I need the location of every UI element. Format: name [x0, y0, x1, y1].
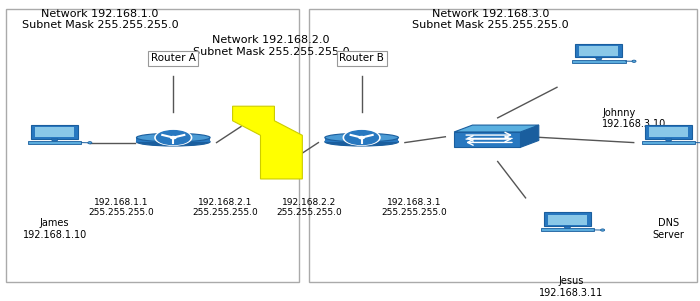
FancyBboxPatch shape — [28, 141, 81, 144]
Polygon shape — [51, 139, 58, 141]
FancyBboxPatch shape — [32, 125, 78, 139]
Ellipse shape — [136, 138, 210, 146]
Polygon shape — [136, 138, 210, 142]
Polygon shape — [232, 106, 302, 179]
Ellipse shape — [632, 60, 636, 62]
Circle shape — [359, 136, 364, 139]
Text: Network 192.168.1.0
Subnet Mask 255.255.255.0: Network 192.168.1.0 Subnet Mask 255.255.… — [22, 9, 178, 30]
FancyBboxPatch shape — [645, 125, 692, 139]
Text: Router A: Router A — [150, 53, 196, 63]
Text: 192.168.3.1
255.255.255.0: 192.168.3.1 255.255.255.0 — [381, 198, 447, 217]
Text: Network 192.168.3.0
Subnet Mask 255.255.255.0: Network 192.168.3.0 Subnet Mask 255.255.… — [412, 9, 569, 30]
Text: DNS
Server: DNS Server — [652, 218, 685, 240]
Text: James
192.168.1.10: James 192.168.1.10 — [22, 218, 87, 240]
Polygon shape — [596, 57, 602, 60]
FancyBboxPatch shape — [642, 141, 695, 144]
FancyBboxPatch shape — [309, 9, 696, 282]
FancyBboxPatch shape — [580, 46, 618, 56]
Text: Network 192.168.2.0
Subnet Mask 255.255.255.0: Network 192.168.2.0 Subnet Mask 255.255.… — [193, 35, 349, 57]
Circle shape — [343, 130, 380, 145]
Circle shape — [345, 131, 379, 144]
Text: 192.168.2.2
255.255.255.0: 192.168.2.2 255.255.255.0 — [276, 198, 342, 217]
Polygon shape — [520, 125, 539, 147]
Ellipse shape — [88, 142, 92, 144]
FancyBboxPatch shape — [575, 44, 622, 57]
FancyBboxPatch shape — [548, 215, 587, 225]
Text: Router B: Router B — [340, 53, 384, 63]
Circle shape — [155, 130, 192, 145]
Text: 192.168.2.1
255.255.255.0: 192.168.2.1 255.255.255.0 — [193, 198, 258, 217]
Circle shape — [157, 131, 190, 144]
Ellipse shape — [601, 229, 605, 231]
Ellipse shape — [136, 133, 210, 142]
FancyBboxPatch shape — [544, 212, 591, 226]
Polygon shape — [564, 226, 570, 228]
Text: 192.168.1.1
255.255.255.0: 192.168.1.1 255.255.255.0 — [88, 198, 154, 217]
FancyBboxPatch shape — [35, 127, 74, 137]
FancyBboxPatch shape — [6, 9, 299, 282]
Ellipse shape — [325, 138, 398, 146]
Text: Jesus
192.168.3.11: Jesus 192.168.3.11 — [539, 276, 603, 298]
Polygon shape — [325, 138, 398, 142]
Polygon shape — [665, 139, 672, 141]
Circle shape — [171, 136, 176, 139]
Ellipse shape — [325, 133, 398, 142]
FancyBboxPatch shape — [572, 60, 626, 63]
Text: Johnny
192.168.3.10: Johnny 192.168.3.10 — [602, 108, 666, 129]
Polygon shape — [454, 125, 539, 132]
Polygon shape — [454, 132, 520, 147]
FancyBboxPatch shape — [540, 228, 594, 231]
FancyBboxPatch shape — [649, 127, 688, 137]
